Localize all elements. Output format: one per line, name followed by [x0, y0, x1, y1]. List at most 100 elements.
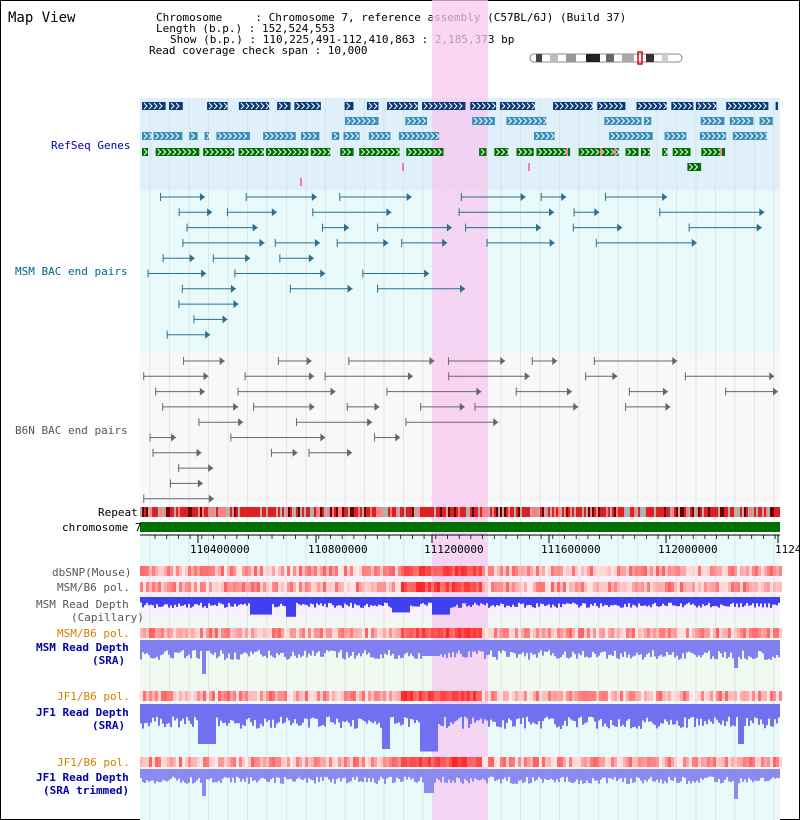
depth-bar: [668, 704, 670, 725]
repeat-segment: [550, 507, 552, 517]
pol-cell: [293, 628, 296, 638]
track-label-dbsnp[interactable]: dbSNP(Mouse): [52, 566, 132, 579]
pol-cell: [326, 757, 329, 767]
pol-cell: [608, 566, 611, 576]
strand-arrow: [370, 132, 375, 140]
pol-cell: [176, 566, 179, 576]
depth-bar: [748, 640, 750, 657]
depth-bar: [316, 597, 318, 604]
pol-cell: [383, 628, 386, 638]
depth-bar: [498, 704, 500, 727]
pol-cell: [707, 582, 710, 592]
depth-bar: [230, 640, 232, 660]
track-label-refseq[interactable]: RefSeq Genes: [51, 139, 131, 152]
depth-bar: [460, 769, 462, 783]
track-label-msm-capillary[interactable]: MSM Read Depth: [36, 598, 129, 611]
track-label-repeat[interactable]: Repeat: [98, 506, 138, 519]
strand-arrow: [682, 102, 688, 110]
polymorphism-strips[interactable]: [140, 566, 782, 767]
pol-cell: [344, 582, 347, 592]
track-label-msm-pol[interactable]: MSM/B6 pol.: [57, 581, 130, 594]
ruler-tick-label: 112000000: [658, 543, 718, 556]
pol-cell: [191, 582, 194, 592]
depth-bar: [590, 640, 592, 658]
track-label-msm-pol-2[interactable]: MSM/B6 pol.: [57, 627, 130, 640]
depth-bar: [690, 640, 692, 653]
depth-bar: [290, 769, 292, 779]
pol-cell: [611, 757, 614, 767]
b6n-bac-end-pairs-track[interactable]: [143, 357, 778, 503]
repeat-segment: [308, 507, 310, 517]
depth-bar: [238, 640, 240, 660]
pol-cell: [266, 628, 269, 638]
pol-cell: [500, 582, 503, 592]
pol-cell: [176, 757, 179, 767]
depth-bar: [710, 769, 712, 777]
depth-bar: [190, 769, 192, 778]
depth-bar: [468, 597, 470, 606]
pol-cell: [635, 691, 638, 701]
pol-cell: [233, 566, 236, 576]
track-label-jf1-trimmed[interactable]: JF1 Read Depth: [36, 771, 129, 784]
depth-bar: [482, 640, 484, 652]
depth-bar: [380, 597, 382, 606]
depth-bar: [356, 597, 358, 606]
depth-bar: [778, 704, 780, 718]
pol-cell: [206, 628, 209, 638]
depth-bar: [756, 769, 758, 782]
track-label-jf1-sra[interactable]: JF1 Read Depth: [36, 706, 129, 719]
repeat-segment: [742, 507, 744, 517]
depth-bar: [700, 640, 702, 658]
track-label-b6n-bac[interactable]: B6N BAC end pairs: [15, 424, 128, 437]
depth-bar: [432, 704, 434, 752]
repeat-segment: [482, 507, 484, 517]
depth-bar: [720, 640, 722, 654]
repeat-segment: [374, 507, 376, 517]
depth-bar: [594, 704, 596, 722]
repeat-track[interactable]: [140, 507, 780, 517]
pol-cell: [767, 628, 770, 638]
depth-bar: [308, 769, 310, 779]
depth-bar: [484, 704, 486, 720]
pol-cell: [614, 628, 617, 638]
repeat-segment: [656, 507, 658, 517]
depth-bar: [696, 704, 698, 719]
pol-cell: [230, 757, 233, 767]
depth-bar: [450, 640, 452, 658]
msm-bac-end-pairs-track[interactable]: [147, 193, 765, 339]
depth-bar: [676, 640, 678, 656]
pol-cell: [470, 582, 473, 592]
depth-bar: [244, 597, 246, 604]
pol-cell: [173, 582, 176, 592]
depth-bar: [174, 769, 176, 778]
depth-bar: [410, 769, 412, 780]
chromosome-bar[interactable]: [140, 522, 780, 532]
pol-cell: [776, 582, 779, 592]
depth-bar: [572, 597, 574, 603]
pol-cell: [569, 628, 572, 638]
depth-bar: [580, 597, 582, 606]
repeat-segment: [638, 507, 640, 517]
strand-arrow: [523, 117, 528, 125]
depth-bar: [374, 704, 376, 722]
track-label-msm-bac[interactable]: MSM BAC end pairs: [15, 265, 128, 278]
depth-bar: [426, 769, 428, 793]
track-label-chromosome[interactable]: chromosome 7: [62, 521, 142, 534]
depth-bar: [392, 640, 394, 654]
pol-cell: [290, 691, 293, 701]
pol-cell: [755, 566, 758, 576]
strand-arrow: [505, 148, 511, 156]
track-label-jf1-pol-2[interactable]: JF1/B6 pol.: [57, 756, 130, 769]
depth-bar: [668, 769, 670, 777]
pol-cell: [374, 566, 377, 576]
strand-arrow: [223, 132, 228, 140]
pol-cell: [587, 757, 590, 767]
track-label-jf1-pol[interactable]: JF1/B6 pol.: [57, 690, 130, 703]
depth-bar: [586, 769, 588, 781]
track-label-msm-sra[interactable]: MSM Read Depth: [36, 641, 129, 654]
read-depth-tracks[interactable]: [140, 597, 780, 799]
refseq-genes-track[interactable]: [142, 102, 778, 186]
depth-bar: [614, 769, 616, 778]
chromosome-ideogram[interactable]: [529, 51, 683, 65]
